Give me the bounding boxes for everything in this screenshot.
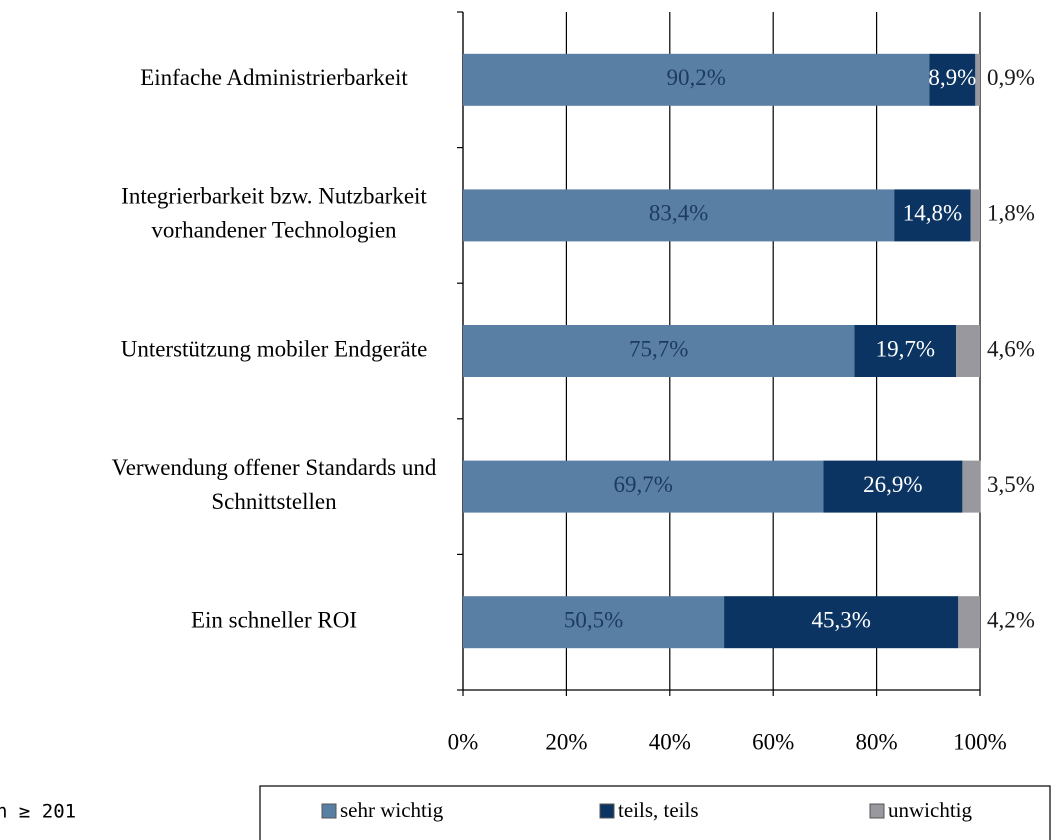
value-label: 45,3% [811, 607, 870, 632]
x-tick-label: 40% [649, 729, 691, 754]
legend-box [259, 785, 1051, 840]
value-label: 19,7% [876, 336, 935, 361]
bar-segment [970, 189, 980, 242]
bar-segment [463, 596, 725, 649]
annotation: n ≥ 201 [0, 801, 76, 823]
y-tick-label: Schnittstellen [211, 489, 337, 514]
x-tick-label: 0% [448, 729, 479, 754]
legend-swatch [869, 803, 885, 819]
value-label: 50,5% [564, 607, 623, 632]
bar-segment [463, 53, 930, 106]
bar-segment [956, 325, 980, 377]
x-tick-label: 20% [545, 729, 587, 754]
bar-segment [929, 53, 976, 106]
legend-label: teils, teils [618, 798, 699, 822]
bar-segment [724, 596, 959, 649]
bar-segment [463, 460, 824, 513]
value-label: 83,4% [649, 201, 708, 226]
value-label: 75,7% [629, 336, 688, 361]
y-tick-label: Integrierbarkeit bzw. Nutzbarkeit [121, 184, 427, 209]
value-label: 1,8% [987, 201, 1035, 226]
value-label: 90,2% [666, 65, 725, 90]
y-tick-label: Verwendung offener Standards und [112, 455, 437, 480]
bar-segment [823, 460, 963, 513]
x-tick-label: 100% [953, 729, 1007, 754]
x-tick-label: 80% [856, 729, 898, 754]
y-tick-label: vorhandener Technologien [151, 218, 397, 243]
legend-swatch [599, 803, 615, 819]
y-tick-label: Unterstützung mobiler Endgeräte [121, 336, 428, 361]
bar-segment [854, 325, 957, 377]
bar-segment [894, 189, 971, 242]
bar-segment [958, 596, 980, 649]
legend-label: unwichtig [888, 798, 972, 822]
bar-segment [463, 325, 855, 377]
value-label: 4,2% [987, 607, 1035, 632]
value-label: 3,5% [987, 472, 1035, 497]
value-label: 4,6% [987, 336, 1035, 361]
value-label: 26,9% [863, 472, 922, 497]
value-label: 14,8% [903, 201, 962, 226]
y-tick-label: Einfache Administrierbarkeit [140, 65, 408, 90]
legend-label: sehr wichtig [340, 798, 444, 822]
y-tick-label: Ein schneller ROI [191, 607, 357, 632]
value-label: 69,7% [613, 472, 672, 497]
value-label: 8,9% [928, 65, 976, 90]
bar-segment [962, 460, 981, 513]
x-tick-label: 60% [752, 729, 794, 754]
bar-segment [463, 189, 895, 242]
bar-segment [975, 53, 980, 106]
legend-swatch [321, 803, 337, 819]
value-label: 0,9% [987, 65, 1035, 90]
